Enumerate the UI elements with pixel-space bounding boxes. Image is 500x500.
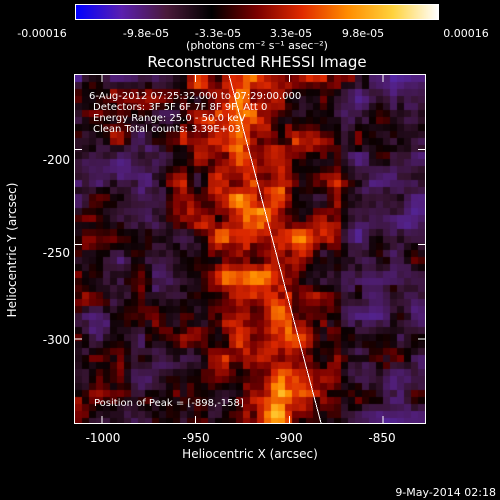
image-plot-area: 6-Aug-2012 07:25:32.000 to 07:29:00.000 … xyxy=(74,74,426,424)
y-tick-label: -200 xyxy=(42,153,70,167)
colorbar-tick-label: 0.00016 xyxy=(443,27,489,40)
energy-range-label: Energy Range: 25.0 - 50.0 keV xyxy=(93,113,246,124)
x-tick-label: -1000 xyxy=(85,431,121,445)
clean-counts-label: Clean Total counts: 3.39E+03 xyxy=(93,124,241,135)
y-tick-label: -300 xyxy=(42,333,70,347)
colorbar xyxy=(75,4,439,20)
colorbar-tick-label: 3.3e-05 xyxy=(269,27,313,40)
rhessi-image-map xyxy=(75,75,425,423)
y-tick-label: -250 xyxy=(42,246,70,260)
colorbar-tick-label: -0.00016 xyxy=(17,27,67,40)
plot-title: Reconstructed RHESSI Image xyxy=(147,53,367,71)
footer-date: 9-May-2014 02:18 xyxy=(395,486,496,499)
time-range-label: 6-Aug-2012 07:25:32.000 to 07:29:00.000 xyxy=(89,91,302,102)
colorbar-tick-label: -3.3e-05 xyxy=(194,27,242,40)
colorbar-tick-label: -9.8e-05 xyxy=(122,27,170,40)
x-tick-label: -950 xyxy=(182,431,210,445)
x-tick-label: -900 xyxy=(275,431,303,445)
limb-line-overlay xyxy=(228,75,322,423)
x-tick-label: -850 xyxy=(368,431,396,445)
colorbar-tick-label: 9.8e-05 xyxy=(341,27,385,40)
y-axis-label: Heliocentric Y (arcsec) xyxy=(5,182,19,318)
x-axis-label: Heliocentric X (arcsec) xyxy=(182,447,318,461)
peak-position-label: Position of Peak = [-898,-158] xyxy=(94,398,244,409)
detectors-label: Detectors: 3F 5F 6F 7F 8F 9F, Att 0 xyxy=(93,102,268,113)
colorbar-units: (photons cm⁻² s⁻¹ asec⁻²) xyxy=(186,39,328,52)
